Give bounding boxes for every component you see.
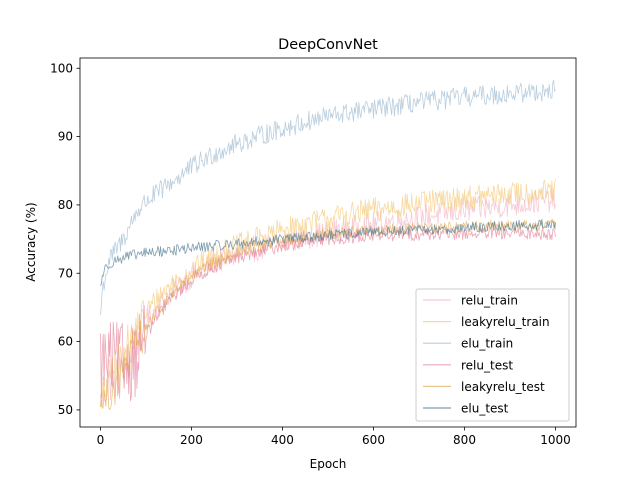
series-line-relu-train: [100, 187, 556, 408]
x-axis: 0 200 400 600 800 1000: [97, 427, 571, 447]
y-tick-label: 100: [50, 61, 73, 75]
y-tick-label: 90: [58, 130, 73, 144]
legend-label-elu-train: elu_train: [461, 337, 513, 351]
x-axis-label: Epoch: [310, 457, 347, 471]
y-tick-label: 60: [58, 335, 73, 349]
series-line-leakyrelu-train: [100, 179, 556, 407]
legend-label-leakyrelu-test: leakyrelu_test: [461, 380, 545, 394]
y-axis: 50 60 70 80 90 100: [50, 61, 80, 417]
x-tick-label: 1000: [540, 433, 571, 447]
series-line-relu-test: [100, 227, 556, 402]
y-tick-label: 80: [58, 198, 73, 212]
x-tick-label: 800: [453, 433, 476, 447]
series-layer: [100, 79, 556, 411]
legend-label-elu-test: elu_test: [461, 402, 509, 416]
legend-label-relu-test: relu_test: [461, 358, 513, 372]
x-tick-label: 0: [97, 433, 105, 447]
legend-box: [415, 288, 570, 422]
x-tick-label: 200: [180, 433, 203, 447]
legend-label-leakyrelu-train: leakyrelu_train: [461, 315, 550, 329]
legend: relu_train leakyrelu_train elu_train relu_t…: [415, 288, 570, 422]
y-tick-label: 50: [58, 403, 73, 417]
chart-title: DeepConvNet: [278, 37, 378, 53]
x-tick-label: 400: [271, 433, 294, 447]
y-axis-label: Accuracy (%): [24, 202, 38, 281]
plot-frame: [79, 57, 577, 428]
series-line-elu-test: [100, 219, 556, 286]
x-tick-label: 600: [362, 433, 385, 447]
series-line-elu-train: [100, 79, 556, 315]
y-tick-label: 70: [58, 266, 73, 280]
legend-label-relu-train: relu_train: [461, 294, 518, 308]
